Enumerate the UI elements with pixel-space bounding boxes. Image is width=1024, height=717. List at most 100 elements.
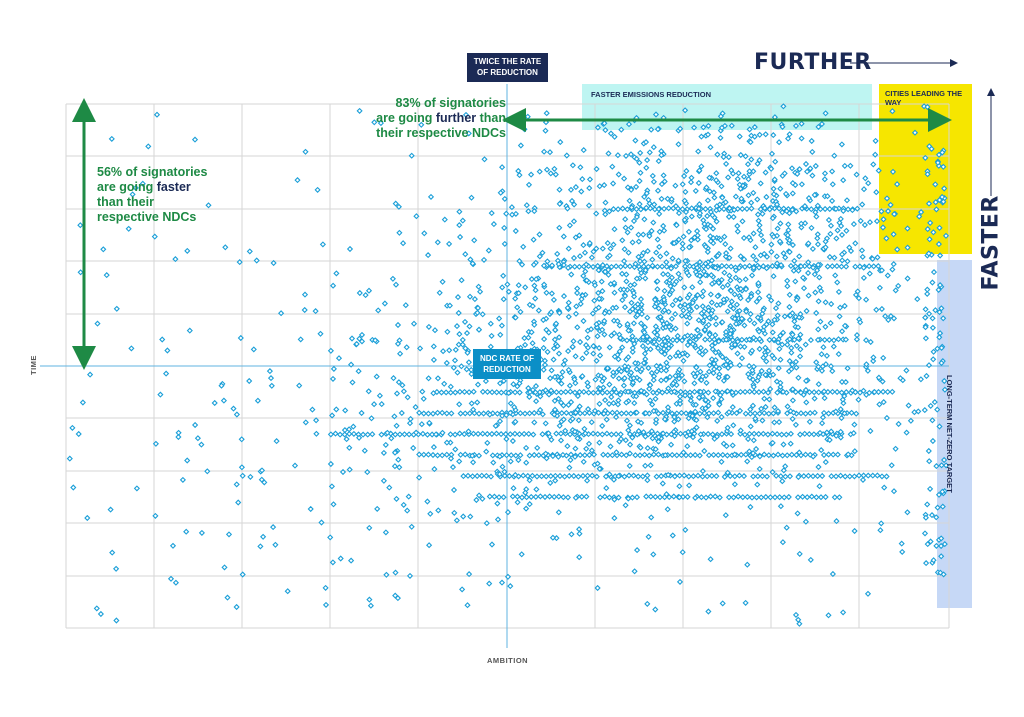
band-point [705,430,712,438]
data-point [488,210,495,217]
data-point [706,331,713,338]
band-point [809,473,817,480]
data-point [755,217,762,224]
band-point [690,473,697,480]
band-point [594,389,601,396]
data-point [604,365,611,372]
data-point [777,356,784,363]
data-point [686,244,693,251]
band-point [512,452,519,459]
data-point [606,471,613,478]
data-point [329,375,337,382]
data-point [750,383,757,390]
data-point [731,341,739,348]
data-point [726,272,733,279]
data-point [544,348,551,355]
data-point [100,246,107,253]
stat-faster-line1: 56% of signatories [97,165,208,179]
data-point [794,170,801,177]
data-point [579,176,586,183]
band-point [475,410,483,417]
band-point [401,431,408,438]
data-point [565,348,572,355]
data-point [693,303,700,311]
data-point [684,294,691,301]
data-point [553,320,560,327]
data-point [713,177,720,184]
band-point [599,389,606,396]
band-point [776,205,783,212]
data-point [610,476,617,483]
band-point [509,493,516,500]
band-point [533,473,541,480]
data-point [391,413,398,420]
data-point [839,328,846,335]
data-point [365,388,372,395]
data-point [718,458,725,465]
data-point [707,233,714,240]
data-point [650,551,657,558]
data-point [622,224,629,231]
data-point [811,271,818,278]
band-point [834,388,841,396]
data-point [570,254,578,262]
data-point [728,298,735,305]
data-point [710,235,717,242]
edge-point [939,193,946,201]
data-point [386,484,393,491]
data-point [828,428,835,435]
data-point [581,425,588,432]
band-point [511,430,518,437]
band-point [760,263,767,270]
edge-point [930,356,937,363]
data-point [580,147,587,154]
band-point [517,410,524,417]
data-point [777,220,784,227]
data-point [179,476,186,483]
data-point [474,381,482,388]
data-point [711,194,718,201]
data-point [548,367,555,374]
data-point [745,234,753,241]
data-point [689,299,696,306]
band-point [764,431,771,438]
data-point [641,329,648,336]
data-point [777,332,784,339]
data-point [605,271,612,278]
data-point [543,166,551,173]
band-point [575,473,582,480]
band-point [590,430,597,437]
data-point [184,247,191,254]
band-point [843,389,850,396]
data-point [601,182,608,189]
data-point [770,273,777,280]
data-point [302,148,309,155]
data-point [663,250,670,257]
data-point [676,295,684,302]
band-point [746,262,753,269]
band-point [788,451,795,458]
data-point [246,377,253,385]
data-point [596,183,603,190]
data-point [580,242,587,249]
band-point [731,473,738,480]
band-point [479,430,486,437]
data-point [346,245,354,253]
band-point [484,430,491,438]
data-point [666,373,673,381]
data-point [791,318,798,325]
data-point [826,253,833,261]
data-point [857,217,864,224]
band-point [636,452,644,459]
data-point [744,561,751,568]
data-point [628,299,635,306]
data-point [837,304,844,311]
data-point [762,131,769,138]
data-point [523,202,530,209]
band-point [601,493,608,500]
band-point [794,494,802,501]
data-point [828,300,835,308]
data-point [515,290,522,297]
data-point [570,218,578,225]
data-point [569,415,576,422]
